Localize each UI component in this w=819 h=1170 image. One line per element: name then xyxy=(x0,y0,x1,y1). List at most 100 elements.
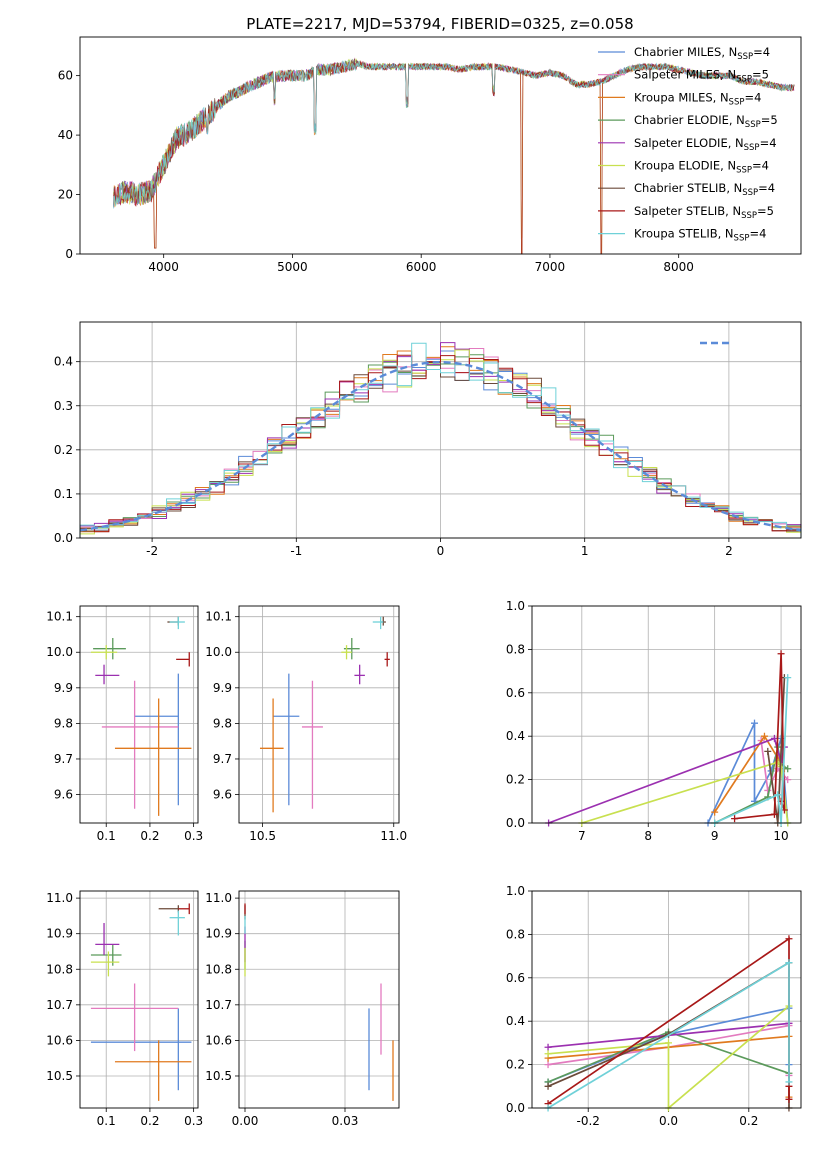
y-tick-label: 9.7 xyxy=(54,752,73,766)
axes-frame xyxy=(238,890,400,1109)
error-point xyxy=(178,903,190,915)
error-point xyxy=(301,680,323,809)
error-point xyxy=(372,616,384,630)
x-tick-label: 6000 xyxy=(406,260,437,274)
spectrum-series-line xyxy=(113,60,794,209)
error-point xyxy=(90,983,179,1052)
y-tick-label: 9.9 xyxy=(213,681,232,695)
legend-suffix: =4 xyxy=(758,181,775,195)
error-point xyxy=(134,673,179,806)
y-tick-label: 10.5 xyxy=(205,1069,232,1083)
x-tick-label: 0.3 xyxy=(184,1114,203,1128)
axes-frame xyxy=(79,36,802,255)
legend-suffix: =4 xyxy=(749,227,766,241)
y-tick-label: 0 xyxy=(65,247,73,261)
plot-area xyxy=(545,650,792,827)
panel-mass-vs-EBV: 0.00 0.03 10.5 10.6 10.7 10.8 10.9 11.0 xyxy=(205,890,400,1128)
error-point xyxy=(101,680,179,809)
y-tick-label: 1.0 xyxy=(506,599,525,613)
error-point xyxy=(167,616,179,626)
error-point xyxy=(114,698,192,816)
y-tick-label: 10.8 xyxy=(46,962,73,976)
axes-frame xyxy=(79,605,199,824)
y-tick-label: 10.7 xyxy=(46,998,73,1012)
y-tick-label: 0.0 xyxy=(54,531,73,545)
x-tick-label: 7 xyxy=(578,829,586,843)
weight-marker xyxy=(784,765,792,773)
weight-marker xyxy=(731,815,739,823)
y-tick-label: 0.8 xyxy=(506,927,525,941)
y-tick-label: 10.8 xyxy=(205,962,232,976)
y-tick-label: 11.0 xyxy=(46,891,73,905)
weight-marker xyxy=(770,810,778,818)
y-tick-label: 10.9 xyxy=(205,927,232,941)
axes-frame xyxy=(531,890,802,1109)
weight-marker xyxy=(784,776,792,784)
y-tick-label: 0.8 xyxy=(506,642,525,656)
y-tick-label: 10.1 xyxy=(205,610,232,624)
figure-title: PLATE=2217, MJD=53794, FIBERID=0325, z=0… xyxy=(246,15,633,33)
grid xyxy=(80,606,198,823)
legend-subscript: SSP xyxy=(744,143,760,153)
panel-residual-histogram: -2 -1 0 1 2 0.0 0.1 0.2 0.3 0.4 xyxy=(54,321,802,558)
legend-entry: Chabrier MILES, NSSP=4 xyxy=(634,45,770,62)
legend-entry: Kroupa ELODIE, NSSP=4 xyxy=(634,159,769,176)
weight-series-line xyxy=(714,677,789,824)
y-tick-label: 10.0 xyxy=(205,645,232,659)
plot-area xyxy=(244,903,394,1101)
legend-subscript: SSP xyxy=(729,97,745,107)
y-tick-label: 0.3 xyxy=(54,399,73,413)
y-tick-label: 40 xyxy=(58,128,73,142)
panel-mass-vs-Z: 0.1 0.2 0.3 10.5 10.6 10.7 10.8 10.9 11.0 xyxy=(46,890,203,1128)
legend-suffix: =5 xyxy=(761,113,778,127)
y-tick-label: 10.0 xyxy=(46,645,73,659)
legend-entry: Salpeter STELIB, NSSP=5 xyxy=(634,204,774,221)
error-point xyxy=(169,616,185,630)
x-tick-label: 10 xyxy=(773,829,788,843)
x-tick-label: 1 xyxy=(581,544,589,558)
y-tick-label: 9.6 xyxy=(54,788,73,802)
normal-reference-curve xyxy=(79,360,802,532)
y-tick-label: 10.6 xyxy=(205,1033,232,1047)
y-tick-label: 0.6 xyxy=(506,971,525,985)
x-tick-label: 9 xyxy=(711,829,719,843)
error-point xyxy=(90,645,118,660)
legend-suffix: =4 xyxy=(744,90,761,104)
x-tick-label: 8 xyxy=(644,829,652,843)
error-point xyxy=(90,1008,192,1091)
legend-entry: Kroupa STELIB, NSSP=4 xyxy=(634,227,766,244)
x-tick-label: 0.2 xyxy=(739,1114,758,1128)
y-tick-label: 0.1 xyxy=(54,487,73,501)
weight-marker xyxy=(785,935,793,943)
weight-marker xyxy=(544,1050,552,1058)
x-tick-label: 0.1 xyxy=(97,829,116,843)
grid xyxy=(239,891,399,1108)
y-tick-label: 10.5 xyxy=(46,1069,73,1083)
error-point xyxy=(169,910,185,936)
y-tick-label: 10.7 xyxy=(205,998,232,1012)
weight-marker xyxy=(544,1082,552,1090)
plot-area xyxy=(113,57,795,255)
legend-subscript: SSP xyxy=(734,234,750,244)
legend-entry: Salpeter ELODIE, NSSP=4 xyxy=(634,136,777,153)
axes-frame xyxy=(79,890,199,1109)
x-tick-label: 0.1 xyxy=(97,1114,116,1128)
y-tick-label: 9.7 xyxy=(213,752,232,766)
legend-subscript: SSP xyxy=(736,166,752,176)
y-tick-label: 0.2 xyxy=(506,1058,525,1072)
y-tick-label: 9.8 xyxy=(54,716,73,730)
error-point xyxy=(259,698,284,813)
legend-subscript: SSP xyxy=(736,75,752,85)
y-tick-label: 0.4 xyxy=(54,355,73,369)
weight-marker xyxy=(774,791,782,799)
plot-area xyxy=(90,903,192,1101)
error-point xyxy=(93,638,126,660)
y-tick-label: 0.2 xyxy=(506,773,525,787)
y-tick-label: 0.0 xyxy=(506,816,525,830)
plot-area xyxy=(79,342,802,538)
x-tick-label: 0.3 xyxy=(184,829,203,843)
y-tick-label: 10.6 xyxy=(46,1033,73,1047)
error-point xyxy=(114,1040,192,1101)
x-tick-label: 0 xyxy=(437,544,445,558)
